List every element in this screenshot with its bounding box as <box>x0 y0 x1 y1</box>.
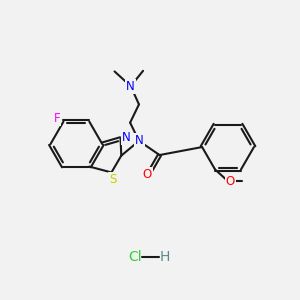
Text: S: S <box>109 173 117 186</box>
Text: N: N <box>126 80 135 93</box>
Text: N: N <box>135 134 144 147</box>
Text: F: F <box>54 112 60 124</box>
Text: N: N <box>122 131 130 144</box>
Text: H: H <box>160 250 170 265</box>
Text: O: O <box>226 176 235 188</box>
Text: O: O <box>142 168 152 181</box>
Text: Cl: Cl <box>128 250 142 265</box>
